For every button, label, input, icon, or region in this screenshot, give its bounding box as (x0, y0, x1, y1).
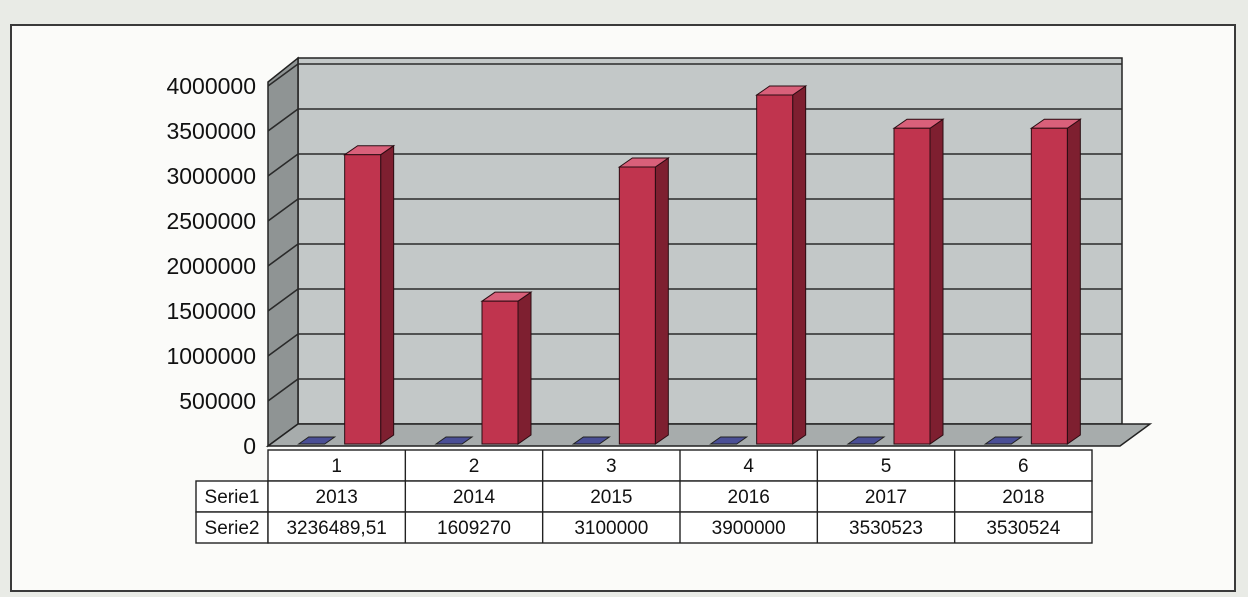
gridline (267, 288, 1122, 312)
table-row-header-cell (195, 511, 269, 544)
floor (265, 423, 1153, 447)
table-cell-value: 3900000 (712, 518, 786, 539)
x-category-label: 3 (606, 456, 617, 477)
table-cell-value: 3100000 (574, 518, 648, 539)
serie1-bar (846, 436, 886, 445)
table-cell-value: 3530523 (849, 518, 923, 539)
y-tick-label: 500000 (179, 388, 256, 414)
table-cell-value: 2017 (865, 487, 907, 508)
table-row-header-cell (195, 480, 269, 513)
bar-chart: 0 500000 1000000 1500000 2000000 2500000 30000… (166, 56, 1153, 544)
table-cell-value: 2018 (1002, 487, 1044, 508)
side-wall (267, 56, 299, 448)
table-series-name: Serie2 (205, 518, 260, 539)
x-category-label: 6 (1018, 456, 1029, 477)
serie1-bar (297, 436, 337, 445)
serie2-bar-side (1066, 118, 1081, 445)
serie2-bar-side (792, 85, 807, 445)
table-cell-value: 2015 (590, 487, 632, 508)
y-tick-label: 3500000 (166, 118, 256, 144)
chart-frame: 0 500000 1000000 1500000 2000000 2500000 30000… (10, 24, 1236, 592)
serie1-bar (983, 436, 1023, 445)
gridline (267, 243, 1122, 267)
serie2-bar-side (654, 157, 669, 445)
serie2-bar-side (929, 118, 944, 445)
gridline (267, 63, 1122, 87)
gridline (267, 378, 1122, 402)
serie2-bar (344, 154, 382, 445)
serie2-bar (893, 127, 931, 445)
y-tick-label: 4000000 (166, 73, 256, 99)
gridline (267, 333, 1122, 357)
serie2-bar (618, 166, 656, 445)
table-cell-value: 2013 (316, 487, 358, 508)
y-tick-label: 2000000 (166, 253, 256, 279)
y-tick-label: 0 (243, 433, 256, 459)
gridline (267, 198, 1122, 222)
table-cell-value: 1609270 (437, 518, 511, 539)
table-series-name: Serie1 (205, 487, 260, 508)
y-tick-label: 3000000 (166, 163, 256, 189)
serie2-bar (1030, 127, 1068, 445)
x-category-label: 1 (331, 456, 342, 477)
y-tick-label: 1500000 (166, 298, 256, 324)
table-cell-value: 3236489,51 (286, 518, 386, 539)
serie2-bar (756, 94, 794, 445)
back-wall (297, 57, 1123, 425)
table-cell-value: 2016 (728, 487, 770, 508)
serie1-bar (709, 436, 749, 445)
gridline (267, 108, 1122, 132)
x-category-label: 4 (743, 456, 754, 477)
table-cell-value: 2014 (453, 487, 496, 508)
x-category-label: 5 (881, 456, 892, 477)
serie1-bar (571, 436, 611, 445)
table-cell-value: 3530524 (986, 518, 1060, 539)
serie2-bar-side (517, 291, 532, 445)
y-tick-label: 2500000 (166, 208, 256, 234)
serie2-bar (481, 300, 519, 445)
serie2-bar-side (380, 144, 395, 445)
y-tick-label: 1000000 (166, 343, 256, 369)
serie1-bar (434, 436, 474, 445)
gridline (267, 153, 1122, 177)
x-category-label: 2 (469, 456, 480, 477)
